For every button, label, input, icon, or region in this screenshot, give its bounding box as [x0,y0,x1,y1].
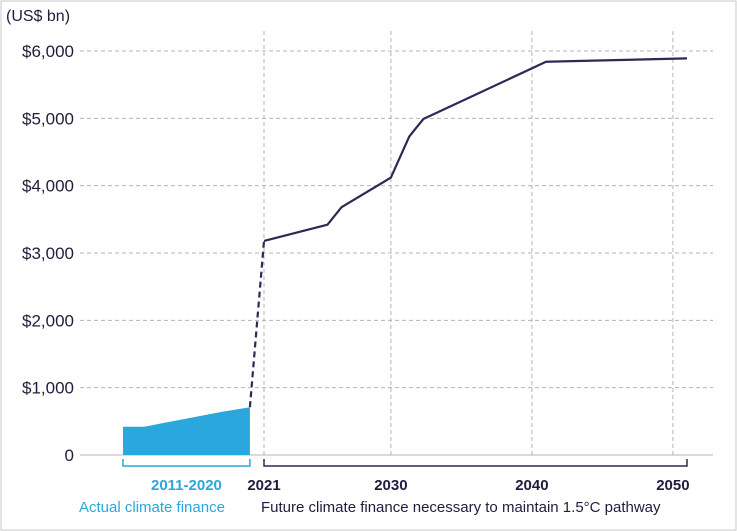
actual-period-range-label: 2011-2020 [151,477,222,494]
x-tick-label: 2050 [656,477,689,494]
x-tick-label: 2040 [515,477,548,494]
y-axis-tick-labels: 0 $1,000 $2,000 $3,000 $4,000 $5,000 $6,000 [22,42,74,465]
x-tick-label: 2021 [247,477,280,494]
y-tick-label: $2,000 [22,311,74,330]
period-brackets [122,459,688,467]
y-tick-label: $1,000 [22,379,74,398]
actual-period-bracket [122,459,251,467]
y-tick-label: $4,000 [22,177,74,196]
y-tick-label: 0 [65,446,74,465]
y-tick-label: $3,000 [22,244,74,263]
data-marks [123,57,688,455]
x-tick-label: 2030 [374,477,407,494]
actual-finance-area [123,407,250,455]
actual-period-caption: Actual climate finance [79,499,225,516]
y-tick-label: $5,000 [22,109,74,128]
y-tick-label: $6,000 [22,42,74,61]
connector-dashed-line [248,240,266,408]
future-period-bracket [263,459,688,467]
y-axis-unit-label: (US$ bn) [6,8,70,25]
future-finance-line [263,57,688,242]
x-axis-tick-labels: 2021 2030 2040 2050 [247,477,689,494]
future-period-caption: Future climate finance necessary to main… [261,499,661,516]
vertical-gridlines [263,31,674,455]
